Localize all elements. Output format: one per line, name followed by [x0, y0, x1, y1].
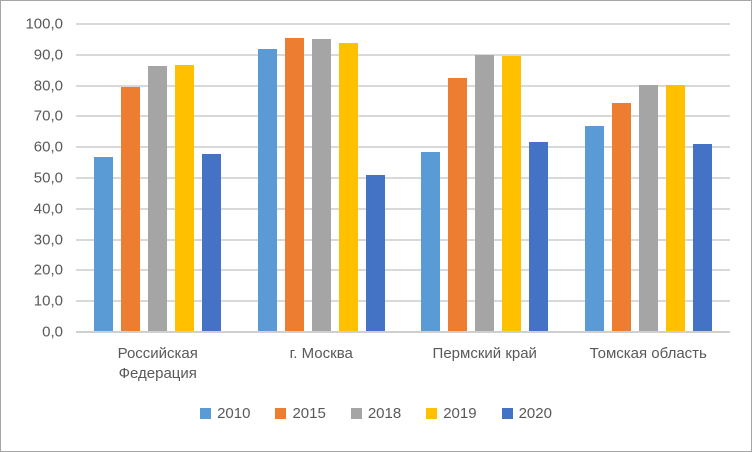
x-axis-category-labels: Российская Федерация г. Москва Пермский кр…	[76, 344, 730, 384]
gridline-100,0	[76, 23, 730, 25]
category-label: Пермский край	[432, 345, 537, 362]
legend-label: 2018	[367, 405, 402, 422]
bar-2019-category-3	[502, 56, 522, 332]
y-tick-label: 70,0	[33, 107, 63, 125]
gridline-20,0	[76, 269, 730, 272]
y-tick-label: 0,0	[42, 323, 63, 341]
category-label: г. Москва	[289, 345, 353, 362]
bar-2010-category-1	[94, 156, 114, 332]
bar-group-1	[76, 24, 240, 332]
legend: 2010 2015 2018 2019 2020	[1, 405, 751, 422]
legend-label: 2019	[443, 405, 477, 422]
category-label: Томская область	[589, 345, 707, 362]
legend-marker-icon	[350, 408, 362, 419]
gridline-60,0	[76, 146, 730, 149]
gridline-80,0	[76, 84, 730, 87]
category-label: Российская Федерация	[117, 345, 198, 382]
bar-2019-category-2	[338, 42, 358, 332]
bar-2020-category-2	[365, 175, 385, 332]
bar-2015-category-2	[284, 38, 304, 332]
gridline-50,0	[76, 177, 730, 179]
bar-2015-category-3	[448, 78, 468, 332]
legend-marker-icon	[200, 408, 212, 419]
y-tick-label: 80,0	[33, 77, 63, 95]
bar-2020-category-1	[202, 153, 222, 332]
gridline-10,0	[76, 300, 730, 303]
legend-marker-icon	[426, 408, 438, 419]
bar-2018-category-3	[475, 55, 495, 332]
legend-marker-icon	[275, 408, 287, 419]
bar-2015-category-1	[121, 87, 141, 332]
gridline-70,0	[76, 115, 730, 118]
legend-label: 2015	[292, 405, 326, 422]
y-tick-label: 50,0	[33, 169, 63, 187]
y-tick-label: 10,0	[33, 292, 63, 310]
legend-label: 2010	[217, 405, 251, 422]
y-tick-label: 40,0	[33, 200, 63, 218]
bar-2010-category-4	[584, 125, 604, 332]
x-axis-line	[76, 331, 730, 333]
bar-2015-category-4	[611, 103, 631, 332]
y-axis: 0,0 10,0 20,0 30,0 40,0 50,0 60,0 70,0 80,0 90,0 1…	[1, 16, 63, 341]
legend-marker-icon	[501, 408, 513, 419]
bar-2020-category-3	[529, 141, 549, 332]
bar-2019-category-4	[665, 85, 685, 332]
bar-2018-category-4	[638, 84, 658, 332]
legend-item-2019: 2019	[426, 405, 477, 422]
gridline-30,0	[76, 238, 730, 241]
legend-item-2018: 2018	[350, 405, 402, 422]
bar-2018-category-1	[148, 66, 168, 332]
bar-2010-category-3	[421, 152, 441, 332]
bar-groups	[76, 24, 730, 332]
bar-group-2	[240, 24, 404, 332]
legend-label: 2020	[518, 405, 552, 422]
bar-group-4	[567, 24, 731, 332]
y-tick-label: 100,0	[25, 15, 63, 33]
bar-2020-category-4	[692, 144, 712, 332]
bar-2019-category-1	[175, 65, 195, 332]
bar-2018-category-2	[311, 39, 331, 332]
plot-area	[76, 23, 730, 333]
bar-group-3	[403, 24, 567, 332]
bar-2010-category-2	[257, 48, 277, 332]
y-tick-label: 60,0	[33, 138, 63, 156]
gridline-40,0	[76, 207, 730, 210]
legend-item-2010: 2010	[200, 405, 250, 422]
y-tick-label: 30,0	[33, 231, 63, 249]
legend-item-2015: 2015	[275, 405, 326, 422]
gridline-90,0	[76, 53, 730, 56]
y-tick-label: 90,0	[33, 46, 63, 64]
y-tick-label: 20,0	[33, 261, 63, 279]
legend-item-2020: 2020	[501, 405, 552, 422]
